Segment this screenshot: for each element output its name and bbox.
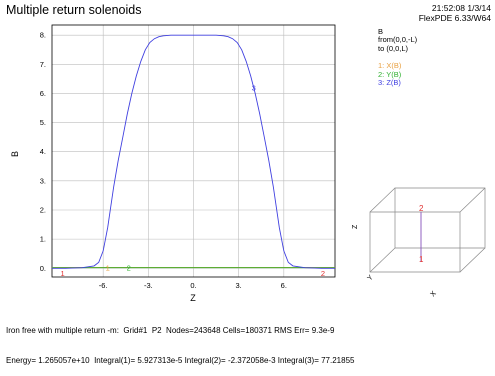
- annotations: 1 2 1 2 3: [60, 84, 325, 279]
- footer-line-1: Iron free with multiple return -m: Grid#…: [6, 326, 335, 335]
- y-tick-label: 4.: [40, 147, 46, 156]
- y-axis-label: B: [10, 151, 20, 157]
- y-tick-label: 8.: [40, 31, 46, 40]
- x-tick-label: -3.: [144, 281, 153, 290]
- series-lines: [52, 34, 335, 269]
- footer-info: Iron free with multiple return -m: Grid#…: [6, 306, 354, 376]
- legend-entry-y: 2: Y(B): [378, 69, 402, 79]
- inset-marker-1: 1: [419, 255, 424, 264]
- inset-axis-label-z: Z: [352, 224, 359, 229]
- plot-title: Multiple return solenoids: [6, 3, 142, 17]
- curve-marker: 1: [60, 269, 64, 278]
- curve-marker: 1: [106, 264, 110, 273]
- series-line-z-b-: [52, 34, 335, 269]
- legend-from: from(0,0,-L): [378, 35, 418, 45]
- y-tick-label: 5.: [40, 118, 46, 127]
- axis-ticks: -6. -3. 0. 3. 6. 0. 1. 2. 3. 4. 5. 6. 7. 8.: [40, 31, 287, 290]
- legend-quantity: B: [378, 27, 384, 36]
- curve-marker: 3: [252, 84, 256, 93]
- x-tick-label: 6.: [281, 281, 287, 290]
- grid-lines: [52, 25, 335, 277]
- timestamp: 21:52:08 1/3/14: [431, 3, 491, 13]
- x-tick-label: -6.: [99, 281, 108, 290]
- inset-marker-2: 2: [419, 204, 424, 213]
- inset-axis-label-y: Y: [366, 274, 374, 282]
- x-tick-label: 3.: [236, 281, 242, 290]
- y-tick-label: 2.: [40, 205, 46, 214]
- y-tick-label: 7.: [40, 60, 46, 69]
- inset-3d-box: [369, 187, 486, 273]
- y-tick-label: 6.: [40, 89, 46, 98]
- plot-frame: [51, 24, 336, 278]
- curve-marker: 2: [321, 269, 325, 278]
- legend-entry-z: 3: Z(B): [378, 78, 401, 88]
- software-version: FlexPDE 6.33/W64: [418, 12, 491, 23]
- x-tick-label: 0.: [190, 281, 196, 290]
- line-chart: -6. -3. 0. 3. 6. 0. 1. 2. 3. 4. 5. 6. 7. 8. 1 2 1 2 3 Z B…: [10, 24, 486, 303]
- y-tick-label: 0.: [40, 264, 46, 273]
- legend: B from(0,0,-L) to (0,0,L) 1: X(B) 2: Y(B…: [378, 27, 418, 88]
- legend-to: to (0,0,L): [378, 43, 409, 53]
- timestamp-block: 21:52:08 1/3/14 FlexPDE 6.33/W64: [418, 3, 491, 23]
- legend-entry-x: 1: X(B): [378, 61, 402, 71]
- curve-marker: 2: [127, 264, 131, 273]
- footer-line-2: Energy= 1.265057e+10 Integral(1)= 5.9273…: [6, 356, 355, 365]
- x-axis-label: Z: [190, 293, 196, 303]
- y-tick-label: 1.: [40, 235, 46, 244]
- inset-axis-label-x: X: [429, 290, 437, 298]
- y-tick-label: 3.: [40, 176, 46, 185]
